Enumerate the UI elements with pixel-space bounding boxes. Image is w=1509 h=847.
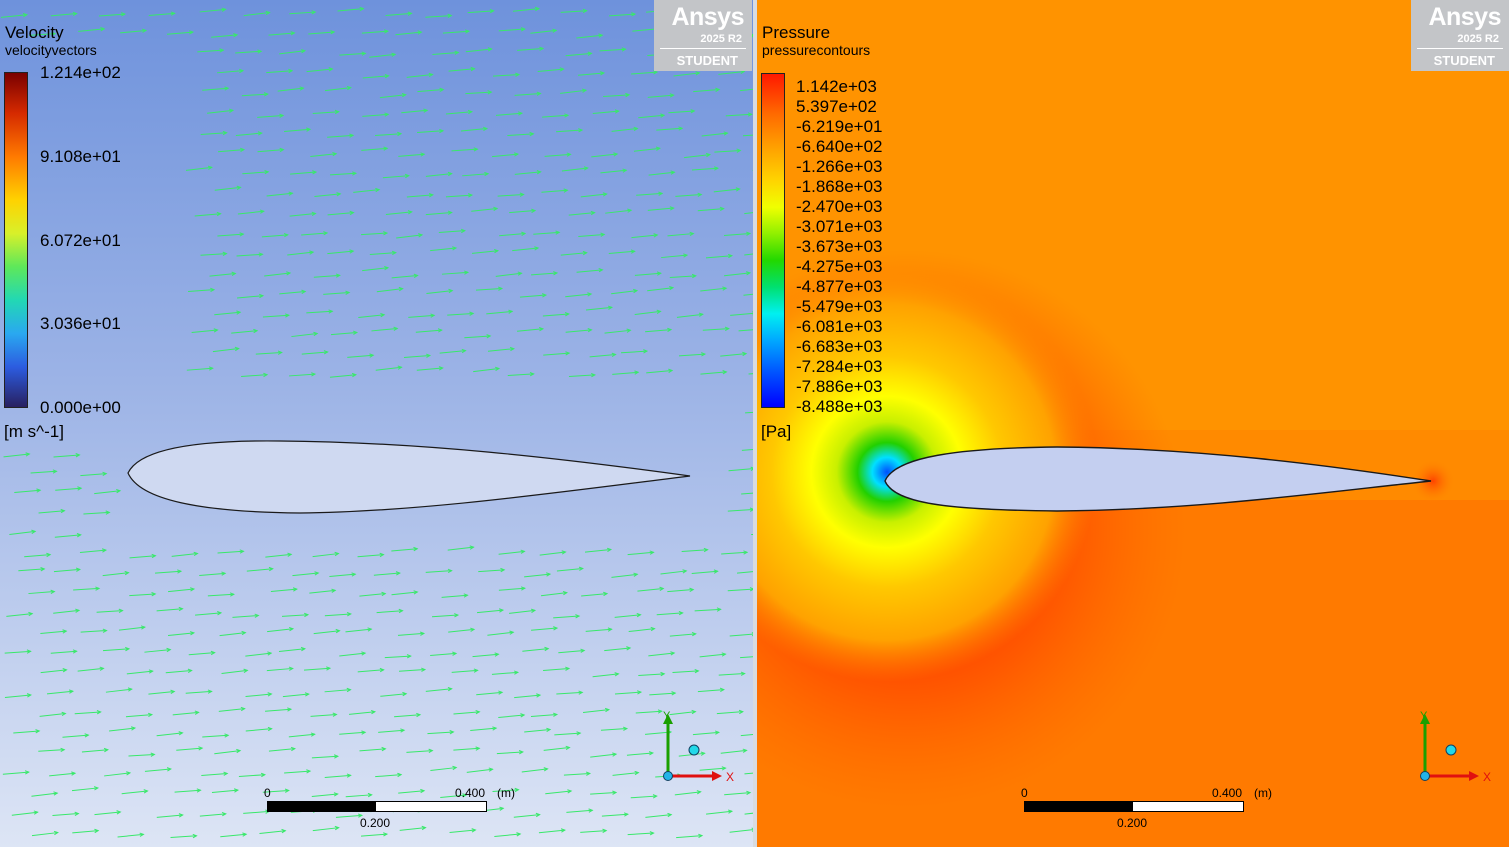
axis-x-label: X [726,770,734,784]
logo-version: 2025 R2 [700,33,742,45]
scale-end: 0.400 [1212,786,1243,800]
pressure-tick: -3.673e+03 [796,237,883,256]
logo-divider [660,48,746,49]
scale-start: 0 [264,786,271,800]
velocity-tick: 9.108e+01 [40,147,121,166]
scale-bar: 0 0.400 (m) 0.200 [264,786,527,835]
scale-unit: (m) [497,786,515,800]
velocity-tick: 6.072e+01 [40,231,121,250]
axis-x-label: X [1483,770,1491,784]
velocity-field [0,6,753,839]
airfoil-shape [884,446,1432,512]
axis-triad: Y X [1420,710,1491,784]
pressure-tick: -8.488e+03 [796,397,883,416]
scale-bar-graphic [267,801,487,812]
velocity-tick: 1.214e+02 [40,63,121,82]
pressure-tick: -6.683e+03 [796,337,883,356]
pressure-legend: Pressure pressurecontours [762,23,871,59]
pressure-colorbar [761,73,785,408]
logo-brand: Ansys [1428,3,1501,31]
scale-end: 0.400 [455,786,486,800]
pressure-legend-title: Pressure [762,23,831,42]
axis-triad: Y X [663,710,734,784]
pressure-tick: -6.219e+01 [796,117,883,136]
velocity-legend-variable: velocityvectors [5,42,97,58]
logo-version: 2025 R2 [1457,33,1499,45]
pressure-tick: -1.868e+03 [796,177,883,196]
pressure-tick: -6.640e+02 [796,137,883,156]
pressure-tick: -1.266e+03 [796,157,883,176]
scale-mid: 0.200 [1117,816,1148,830]
pressure-unit: [Pa] [761,422,792,441]
viewport-divider[interactable] [753,0,757,847]
velocity-colorbar [4,72,28,408]
velocity-viewport[interactable]: Velocity velocityvectors 1.214e+02 9.108… [0,0,753,847]
scale-mid: 0.200 [360,816,391,830]
pressure-tick: -4.877e+03 [796,277,883,296]
axis-y-label: Y [1420,710,1428,722]
logo-divider [1417,48,1503,49]
pressure-tick: -2.470e+03 [796,197,883,216]
logo-edition: STUDENT [1433,53,1495,68]
pressure-tick: -3.071e+03 [796,217,883,236]
pressure-tick: -5.479e+03 [796,297,883,316]
pressure-tick: -6.081e+03 [796,317,883,336]
pressure-viewport[interactable]: Pressure pressurecontours 1.142e+03 5.39… [757,0,1509,847]
airfoil-shape [127,440,691,514]
scale-bar-graphic [1024,801,1244,812]
pressure-tick: -4.275e+03 [796,257,883,276]
scale-unit: (m) [1254,786,1272,800]
velocity-tick: 3.036e+01 [40,314,121,333]
pressure-legend-variable: pressurecontours [762,42,871,58]
pressure-field [757,0,1509,847]
velocity-tick: 0.000e+00 [40,398,121,417]
ansys-logo: Ansys 2025 R2 STUDENT [1411,0,1509,71]
velocity-legend-title: Velocity [5,23,64,42]
velocity-legend: Velocity velocityvectors [5,23,97,59]
pressure-tick: 1.142e+03 [796,77,877,96]
scale-bar: 0 0.400 (m) 0.200 [1021,786,1284,835]
pressure-tick: 5.397e+02 [796,97,877,116]
pressure-tick: -7.284e+03 [796,357,883,376]
logo-edition: STUDENT [676,53,738,68]
ansys-logo: Ansys 2025 R2 STUDENT [654,0,752,71]
scale-start: 0 [1021,786,1028,800]
axis-y-label: Y [663,710,671,722]
velocity-unit: [m s^-1] [4,422,64,441]
pressure-tick: -7.886e+03 [796,377,883,396]
logo-brand: Ansys [671,3,744,31]
